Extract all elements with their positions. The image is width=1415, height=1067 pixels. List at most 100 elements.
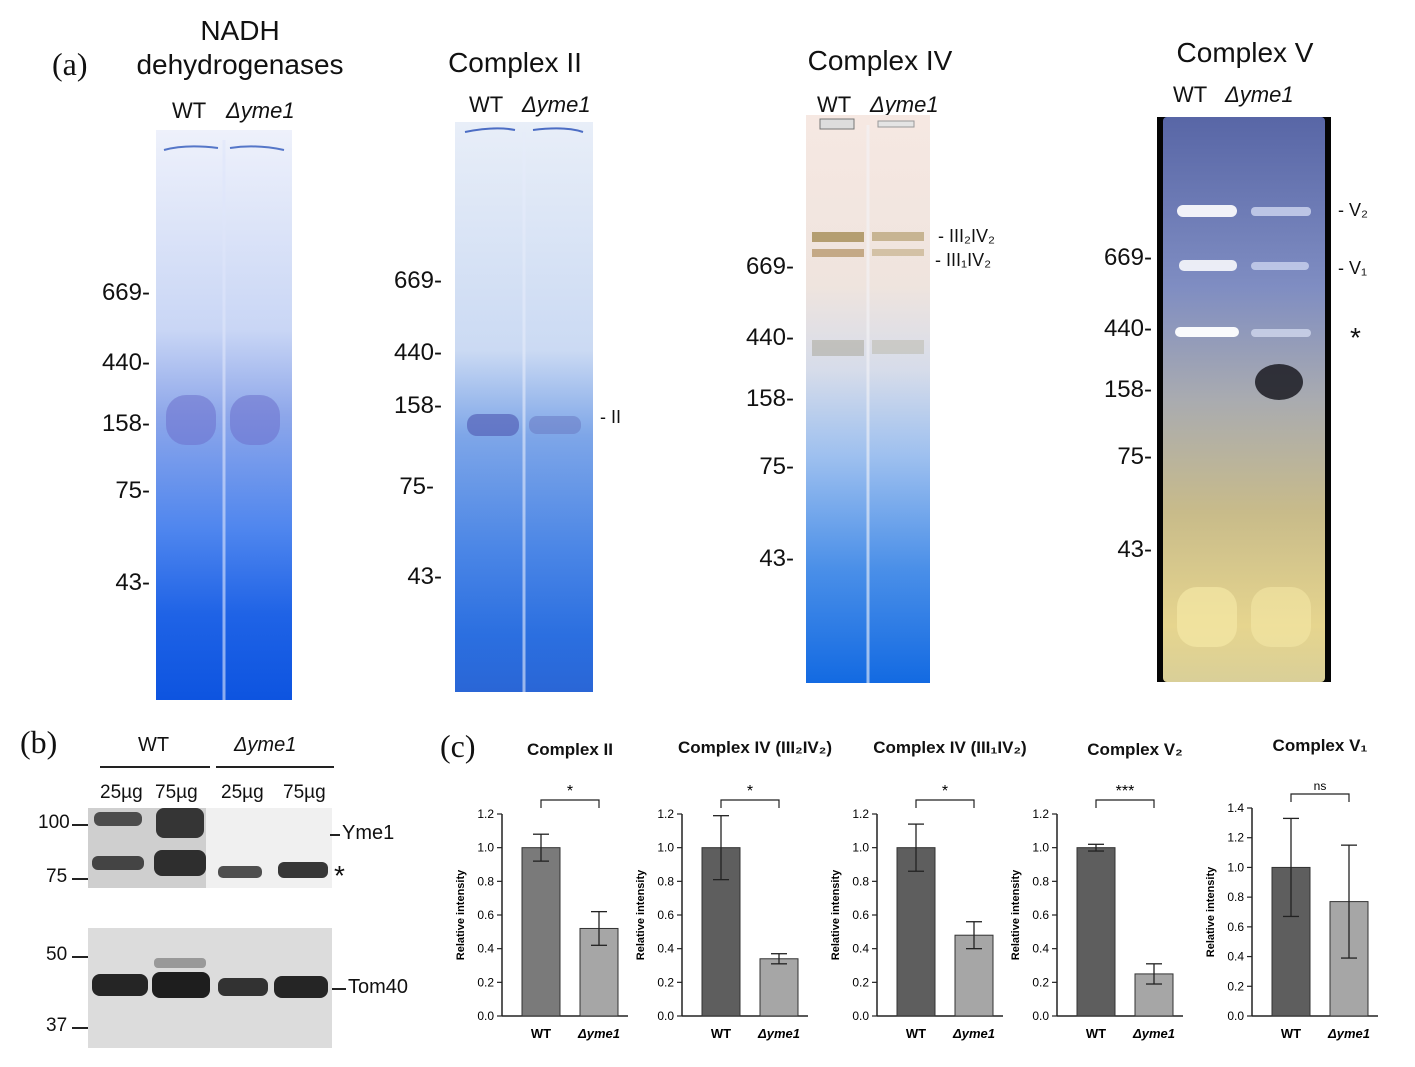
wb-group-wt: WT: [138, 734, 170, 756]
gel-title-complex-iv: Complex IV: [807, 45, 953, 76]
y-tick-label: 1.0: [1227, 860, 1244, 874]
mw-marker-158: 158-: [101, 410, 150, 437]
gel-image-complex-iv: [806, 115, 930, 683]
bar-chart-complex-ii: 0.0 0.2 0.4 0.6 0.8 1.0 1.2 Relative intensity W…: [450, 770, 640, 1055]
panel-label-a: (a): [52, 46, 88, 82]
bar-wt: [521, 847, 561, 1017]
y-axis-label: Relative intensity: [635, 869, 647, 960]
wb-tick: [72, 1027, 88, 1029]
y-axis-label: Relative intensity: [455, 869, 467, 960]
x-tick-label: Δyme1: [952, 1026, 995, 1041]
y-tick-label: 0.6: [477, 908, 494, 922]
wb-band-asterisk: *: [334, 860, 345, 891]
wb-marker-100: 100: [38, 812, 70, 833]
bar-chart-complex-v1: 0.0 0.2 0.4 0.6 0.8 1.0 1.2 1.4 Relative intensi…: [1200, 764, 1390, 1055]
wb-tick: [72, 956, 88, 958]
significance-bracket: [720, 799, 780, 808]
y-tick-label: 0.6: [1032, 908, 1049, 922]
y-tick-label: 1.4: [1227, 801, 1244, 815]
gel-image-complex-v: [1157, 117, 1331, 682]
x-tick-label: Δyme1: [1132, 1026, 1175, 1041]
y-tick-label: 0.4: [1032, 942, 1049, 956]
x-tick-label: WT: [906, 1026, 926, 1041]
y-tick-label: 1.0: [852, 841, 869, 855]
chart-title-complex-v1: Complex V₁: [1272, 736, 1368, 755]
wb-band-tom40: Tom40: [348, 976, 409, 998]
panel-label-b: (b): [20, 724, 58, 760]
y-tick-label: 0.2: [657, 975, 674, 989]
wb-marker-37: 37: [46, 1015, 68, 1036]
mw-marker-440: 440-: [393, 339, 442, 366]
y-tick-label: 1.0: [477, 841, 494, 855]
lane-label-wt: WT: [172, 98, 207, 123]
gel-title-line: NADH: [200, 15, 280, 46]
mw-marker-158: 158-: [745, 385, 794, 412]
y-tick-label: 0.4: [657, 942, 674, 956]
significance-label: *: [747, 783, 753, 800]
mw-marker-440: 440-: [1103, 315, 1152, 342]
y-tick-label: 1.2: [1227, 831, 1244, 845]
wb-load-4: 75µg: [283, 782, 326, 803]
significance-bracket: [1095, 799, 1155, 808]
y-tick-label: 0.8: [657, 874, 674, 888]
wb-group-line-dyme1: [216, 766, 334, 768]
y-tick-label: 0.4: [852, 942, 869, 956]
chart-title-complex-iv-iii1iv2: Complex IV (III₁IV₂): [873, 738, 1027, 757]
chart-title-complex-ii: Complex II: [527, 740, 613, 759]
mw-marker-440: 440-: [745, 324, 794, 351]
gel-title-complex-v: Complex V: [1176, 37, 1314, 68]
mw-marker-75: 75-: [1117, 443, 1152, 470]
bar-wt: [896, 847, 936, 1017]
gel-title-line: dehydrogenases: [136, 49, 344, 80]
y-tick-label: 0.2: [852, 975, 869, 989]
wb-load-1: 25µg: [100, 782, 143, 803]
y-tick-label: 0.8: [1227, 890, 1244, 904]
significance-bracket: [1290, 793, 1350, 802]
bar-chart-complex-v2: 0.0 0.2 0.4 0.6 0.8 1.0 1.2 Relative intensity W…: [1005, 770, 1195, 1055]
y-tick-label: 0.0: [657, 1009, 674, 1023]
mw-marker-158: 158-: [1103, 376, 1152, 403]
y-tick-label: 1.0: [657, 841, 674, 855]
band-label-v1: - V₁: [1338, 258, 1368, 278]
wb-load-3: 25µg: [221, 782, 264, 803]
band-label-v2: - V₂: [1338, 200, 1368, 220]
mw-marker-158: 158-: [393, 392, 442, 419]
y-tick-label: 0.0: [1227, 1009, 1244, 1023]
gel-title-complex-ii: Complex II: [448, 47, 582, 78]
lane-label-dyme1: Δyme1: [1225, 82, 1294, 107]
y-tick-label: 0.4: [1227, 950, 1244, 964]
mw-marker-43: 43-: [115, 569, 150, 596]
bar-chart-complex-iv-iii2iv2: 0.0 0.2 0.4 0.6 0.8 1.0 1.2 Relative intensity W…: [630, 770, 820, 1055]
y-tick-label: 0.8: [477, 874, 494, 888]
significance-label: *: [942, 783, 948, 800]
y-tick-label: 0.0: [1032, 1009, 1049, 1023]
lane-label-dyme1: Δyme1: [522, 92, 591, 117]
chart-title-complex-iv-iii2iv2: Complex IV (III₂IV₂): [678, 738, 832, 757]
wb-tick: [330, 834, 340, 836]
wb-tick: [332, 988, 346, 990]
lane-label-dyme1: Δyme1: [226, 98, 295, 123]
x-tick-label: WT: [531, 1026, 551, 1041]
y-tick-label: 0.2: [1032, 975, 1049, 989]
bar-chart-complex-iv-iii1iv2: 0.0 0.2 0.4 0.6 0.8 1.0 1.2 Relative intensity W…: [825, 770, 1015, 1055]
band-label-iii1iv2: - III₁IV₂: [935, 250, 992, 270]
significance-label: ns: [1314, 779, 1327, 793]
wb-group-dyme1: Δyme1: [234, 734, 297, 756]
x-tick-label: WT: [1086, 1026, 1106, 1041]
gel-image-complex-ii: [455, 122, 593, 692]
band-label-ii: - II: [600, 407, 621, 427]
mw-marker-440: 440-: [101, 349, 150, 376]
gel-title-nadh: NADH dehydrogenases: [120, 14, 360, 82]
chart-title-complex-v2: Complex V₂: [1087, 740, 1183, 759]
lane-label-wt: WT: [817, 92, 852, 117]
y-tick-label: 1.2: [1032, 807, 1049, 821]
significance-label: *: [567, 783, 573, 800]
y-axis-label: Relative intensity: [1010, 869, 1022, 960]
y-tick-label: 0.6: [1227, 920, 1244, 934]
mw-marker-75: 75-: [115, 477, 150, 504]
band-label-iii2iv2: - III₂IV₂: [938, 226, 995, 246]
y-tick-label: 0.6: [852, 908, 869, 922]
wb-tick: [72, 878, 88, 880]
significance-bracket: [915, 799, 975, 808]
y-tick-label: 0.8: [1032, 874, 1049, 888]
